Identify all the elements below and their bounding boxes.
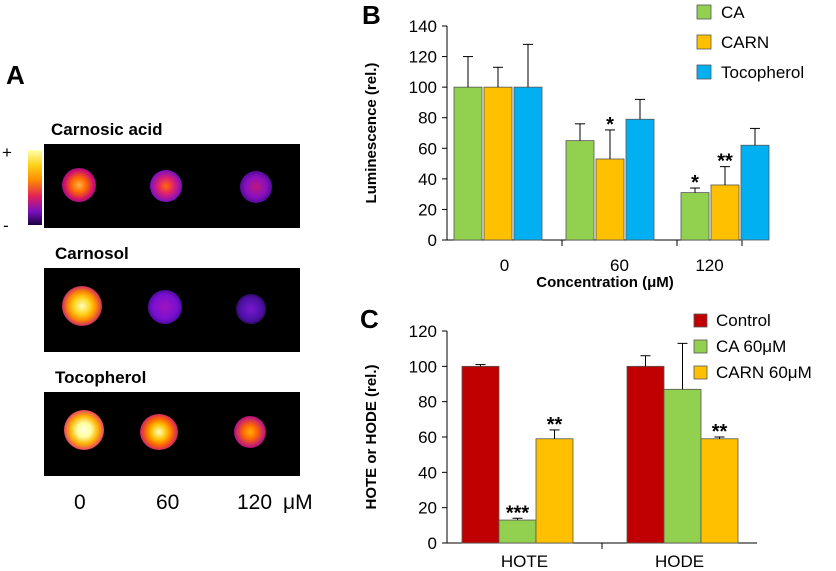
chart-c-bar-carn-60-m-hode bbox=[700, 438, 739, 544]
scale-plus-label: + bbox=[2, 143, 12, 162]
image-strip-carnosol bbox=[44, 268, 300, 352]
chart-b-y-tick-label: 40 bbox=[418, 170, 437, 189]
chart-c-bar-carn-60-m-hote bbox=[535, 438, 574, 544]
chart-c-y-tick-label: 0 bbox=[428, 534, 437, 553]
chart-b-significance-marker: * bbox=[691, 172, 699, 194]
spot-ca-0 bbox=[62, 168, 96, 202]
chart-b-legend-swatch-tocopherol bbox=[696, 64, 712, 80]
chart-b-bar-tocopherol-120 bbox=[740, 144, 770, 241]
chart-c-bar-control-hote bbox=[461, 365, 500, 544]
concentration-label-60: 60 bbox=[156, 491, 180, 514]
chart-c-legend-label-carn-60-m: CARN 60μM bbox=[716, 363, 812, 382]
chart-c-y-tick-label: 80 bbox=[418, 393, 437, 412]
spot-carnosol-0 bbox=[62, 286, 102, 326]
chart-b-y-tick-label: 140 bbox=[409, 17, 437, 36]
spot-tocopherol-0 bbox=[64, 410, 104, 450]
chart-c-x-tick-label-hote: HOTE bbox=[501, 552, 548, 571]
chart-b-y-tick-label: 0 bbox=[428, 231, 437, 250]
chart-c-legend-label-ca-60-m: CA 60μM bbox=[716, 337, 786, 356]
chart-c-y-tick-label: 40 bbox=[418, 463, 437, 482]
spot-ca-120 bbox=[240, 171, 272, 203]
chart-b-legend-swatch-carn bbox=[696, 34, 712, 50]
chart-b-bar-ca-60 bbox=[565, 140, 595, 241]
chart-b-x-tick-label-0: 0 bbox=[500, 256, 509, 275]
spot-tocopherol-120 bbox=[234, 416, 266, 448]
chart-c-y-tick-label: 100 bbox=[409, 357, 437, 376]
chart-c-bar-control-hode bbox=[626, 365, 665, 544]
chart-b-x-axis-title: Concentration (μM) bbox=[536, 274, 674, 291]
chart-c-panel-letter: C bbox=[360, 304, 379, 334]
chart-b-bar-carn-60 bbox=[595, 158, 625, 241]
image-strip-tocopherol bbox=[44, 392, 300, 476]
chart-b-y-axis-title: Luminescence (rel.) bbox=[363, 63, 380, 204]
chart-b-y-tick-label: 20 bbox=[418, 200, 437, 219]
chart-b-x-tick-label-120: 120 bbox=[695, 256, 723, 275]
concentration-unit-label: μM bbox=[283, 491, 313, 514]
chart-c-legend-swatch-control bbox=[693, 313, 708, 328]
panel-letter-a: A bbox=[6, 60, 25, 90]
chart-c-bar-ca-60-m-hode bbox=[663, 388, 702, 544]
spot-carnosol-120 bbox=[236, 294, 266, 324]
chart-b-x-tick-label-60: 60 bbox=[610, 256, 629, 275]
intensity-color-scale bbox=[28, 150, 42, 225]
image-title-carnosol: Carnosol bbox=[55, 244, 129, 263]
concentration-label-120: 120 bbox=[237, 491, 273, 514]
chart-b-significance-marker: * bbox=[606, 114, 614, 136]
scale-minus-label: - bbox=[3, 216, 9, 235]
spot-ca-60 bbox=[150, 170, 182, 202]
chart-b-y-tick-label: 80 bbox=[418, 109, 437, 128]
chart-c-y-tick-label: 60 bbox=[418, 428, 437, 447]
chart-b-legend-label-ca: CA bbox=[721, 3, 745, 22]
chart-c-significance-marker: ** bbox=[547, 414, 563, 436]
chart-b-y-tick-label: 100 bbox=[409, 78, 437, 97]
chart-b-y-tick-label: 120 bbox=[409, 48, 437, 67]
chart-c-y-tick-label: 120 bbox=[409, 322, 437, 341]
chart-b-bar-carn-120 bbox=[710, 184, 740, 241]
image-title-tocopherol: Tocopherol bbox=[55, 368, 147, 387]
chart-b-bar-tocopherol-0 bbox=[513, 86, 543, 241]
chart-c-x-tick-label-hode: HODE bbox=[655, 552, 704, 571]
chart-b-bar-tocopherol-60 bbox=[625, 118, 655, 241]
spot-carnosol-60 bbox=[148, 290, 182, 324]
concentration-label-0: 0 bbox=[74, 491, 86, 514]
chart-b-legend-label-carn: CARN bbox=[721, 33, 769, 52]
chart-c-y-axis-title: HOTE or HODE (rel.) bbox=[363, 364, 380, 509]
spot-tocopherol-60 bbox=[140, 414, 178, 450]
chart-c-legend-swatch-ca-60-m bbox=[693, 339, 708, 354]
chart-b-bar-carn-0 bbox=[483, 86, 513, 241]
chart-c-y-tick-label: 20 bbox=[418, 499, 437, 518]
chart-b-legend-swatch-ca bbox=[696, 4, 712, 20]
chart-b-y-tick-label: 60 bbox=[418, 139, 437, 158]
chart-c-significance-marker: ** bbox=[712, 421, 728, 443]
chart-b-bar-ca-120 bbox=[680, 192, 710, 241]
chart-b-panel-letter: B bbox=[362, 0, 381, 30]
chart-b-legend-label-tocopherol: Tocopherol bbox=[721, 63, 804, 82]
image-strip-carnosic-acid bbox=[44, 144, 300, 228]
image-title-carnosic-acid: Carnosic acid bbox=[51, 120, 163, 139]
chart-b-bar-ca-0 bbox=[453, 86, 483, 241]
chart-c-legend-swatch-carn-60-m bbox=[693, 365, 708, 380]
chart-c-significance-marker: *** bbox=[506, 502, 530, 524]
chart-c-legend-label-control: Control bbox=[716, 311, 771, 330]
chart-b-significance-marker: ** bbox=[717, 151, 733, 173]
